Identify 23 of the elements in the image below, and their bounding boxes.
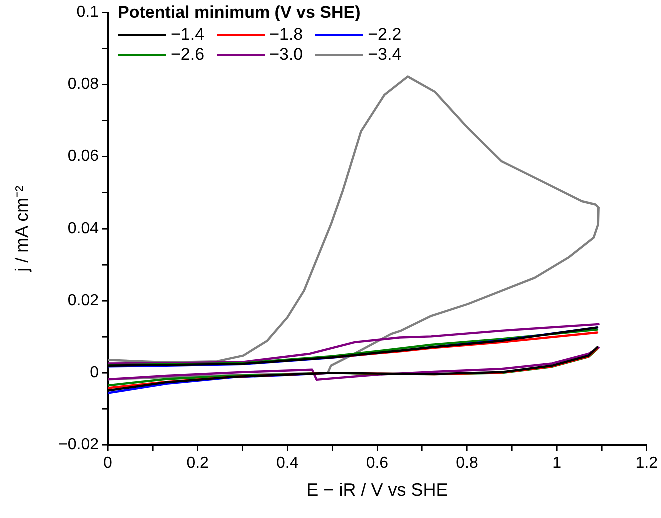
y-axis-title: j / mA cm⁻² <box>12 186 32 273</box>
legend-label: −1.4 <box>171 24 205 45</box>
y-tick-label: 0.1 <box>76 4 100 22</box>
x-tick-label: 0 <box>104 455 113 472</box>
x-tick-label: 0.6 <box>366 455 389 472</box>
legend-title: Potential minimum (V vs SHE) <box>118 2 362 23</box>
x-tick-label: 1.2 <box>636 455 658 472</box>
legend-label: −2.6 <box>171 44 205 65</box>
legend-label: −1.8 <box>270 24 304 45</box>
x-tick-label: 0.2 <box>186 455 210 472</box>
y-tick-label: 0.02 <box>68 292 100 310</box>
x-tick-label: 0.4 <box>276 455 299 472</box>
y-tick-label: 0.08 <box>68 76 100 94</box>
y-tick-label: 0.04 <box>68 220 100 238</box>
legend-label: −2.2 <box>368 24 402 45</box>
x-axis-title: E − iR / V vs SHE <box>306 480 448 500</box>
x-tick-label: 1 <box>552 455 562 472</box>
x-tick-label: 0.8 <box>456 455 478 472</box>
y-tick-label: 0 <box>90 364 100 382</box>
y-tick-label: 0.06 <box>68 148 100 166</box>
y-tick-label: −0.02 <box>58 436 100 454</box>
legend-label: −3.4 <box>368 44 402 65</box>
legend-label: −3.0 <box>270 44 304 65</box>
